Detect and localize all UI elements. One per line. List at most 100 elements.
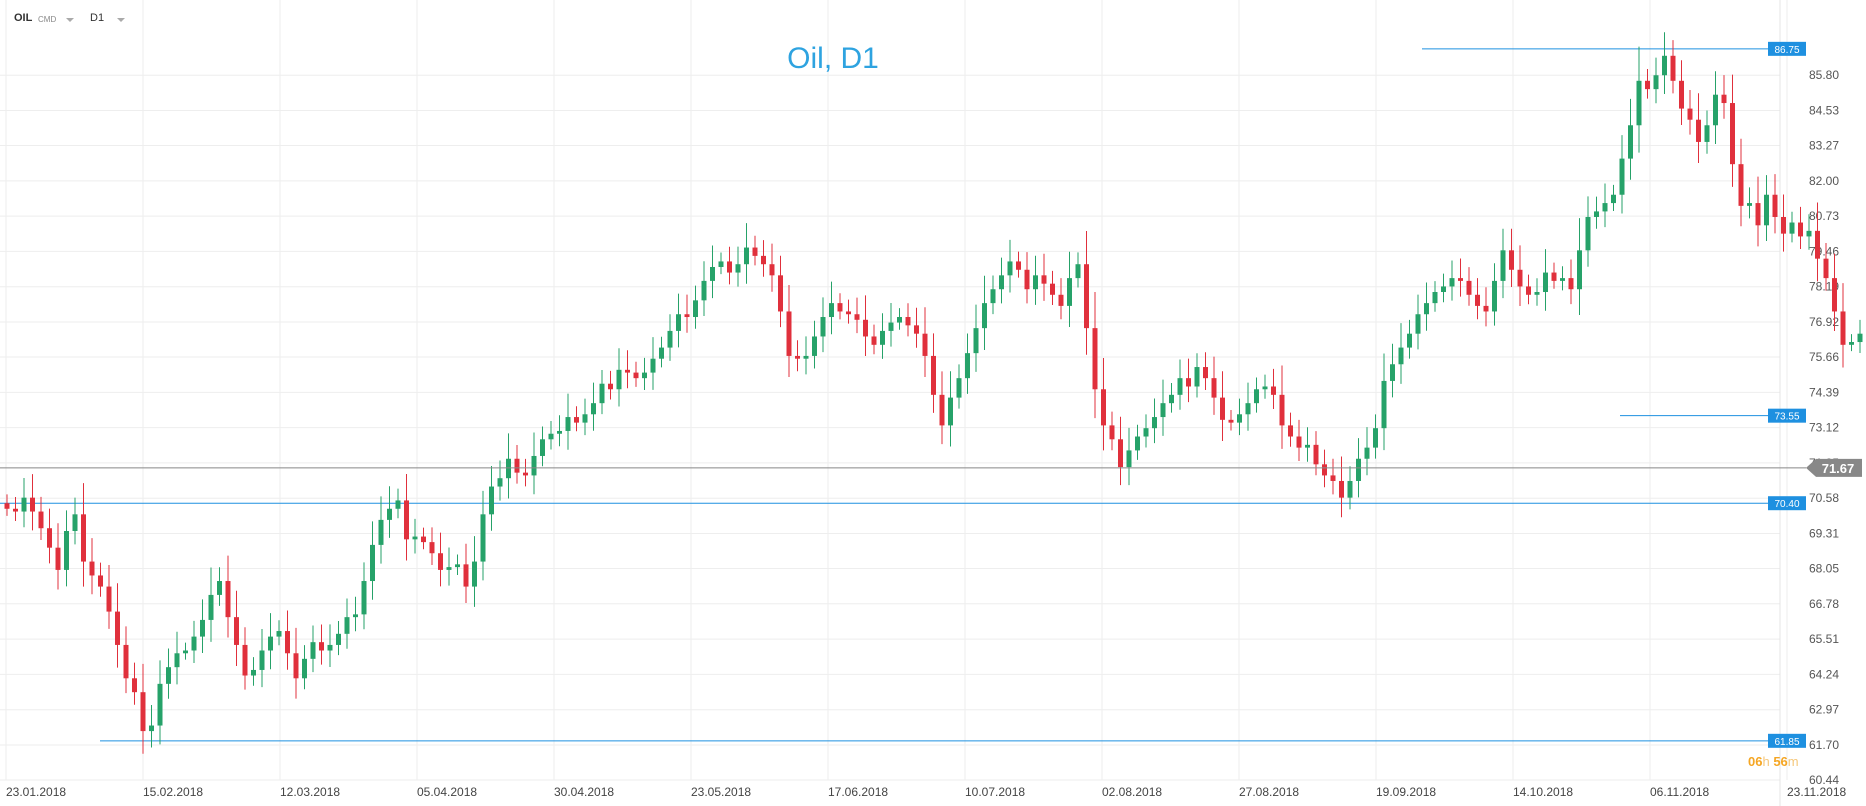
candle — [837, 293, 843, 320]
candle-body — [327, 644, 333, 651]
candle-body — [472, 561, 477, 587]
candle — [1611, 184, 1616, 211]
y-tick-label: 74.39 — [1809, 385, 1839, 399]
candle-body — [1458, 278, 1463, 281]
candle-body — [710, 266, 715, 281]
candle-body — [1398, 347, 1404, 365]
candle — [81, 483, 86, 587]
candle — [1415, 294, 1421, 350]
price-level[interactable]: 86.75 — [1422, 41, 1806, 56]
y-tick-label: 66.78 — [1809, 597, 1839, 611]
symbol-dropdown-caret-icon[interactable] — [66, 18, 74, 22]
candle — [710, 245, 715, 299]
price-level[interactable]: 61.85 — [100, 733, 1806, 748]
candle — [276, 620, 282, 646]
candle — [591, 382, 596, 431]
candle-body — [1220, 397, 1225, 420]
price-level[interactable]: 70.40 — [0, 496, 1806, 511]
candle-body — [412, 536, 418, 540]
candle — [30, 474, 35, 531]
candle — [1330, 458, 1336, 495]
candle-body — [1041, 275, 1047, 284]
timeframe-dropdown-caret-icon[interactable] — [117, 18, 125, 22]
candle — [1543, 249, 1548, 311]
candle — [727, 246, 732, 285]
candle-body — [1203, 367, 1208, 379]
candle-body — [1245, 403, 1251, 415]
candle-body — [225, 581, 231, 618]
candle-body — [735, 264, 741, 273]
candle — [1254, 377, 1259, 413]
y-tick-label: 62.97 — [1809, 703, 1839, 717]
x-tick-label: 17.06.2018 — [828, 785, 888, 799]
candle-body — [914, 325, 919, 334]
chart-title: Oil, D1 — [787, 42, 879, 75]
candle — [812, 320, 817, 369]
symbol-label[interactable]: OIL — [14, 12, 33, 24]
candle-body — [1296, 436, 1302, 448]
candle-body — [1330, 475, 1336, 481]
price-level-label: 70.40 — [1774, 499, 1799, 510]
candle-body — [1662, 55, 1667, 76]
candle — [4, 494, 10, 516]
candle-body — [1254, 389, 1259, 404]
candle — [769, 243, 775, 292]
candle — [463, 543, 469, 604]
y-tick-label: 76.92 — [1809, 315, 1839, 329]
candle-body — [47, 528, 52, 548]
candle-body — [217, 581, 222, 595]
candle — [1602, 183, 1608, 228]
candle — [1398, 323, 1404, 384]
candle — [1016, 251, 1021, 278]
x-tick-label: 12.03.2018 — [280, 785, 340, 799]
countdown-hours-unit: h — [1762, 754, 1770, 769]
candle-body — [1381, 380, 1387, 429]
candle-body — [1577, 250, 1582, 290]
y-tick-label: 61.70 — [1809, 738, 1839, 752]
candle-body — [1815, 230, 1820, 259]
timeframe-label[interactable]: D1 — [90, 12, 105, 24]
candle-body — [973, 328, 979, 354]
x-tick-label: 23.05.2018 — [691, 785, 751, 799]
candle-body — [1050, 283, 1055, 295]
candle-body — [1007, 261, 1013, 276]
candle-body — [1084, 264, 1089, 329]
countdown-minutes: 56 — [1773, 754, 1788, 769]
candle-body — [939, 394, 945, 426]
candle — [429, 527, 435, 566]
candle — [1645, 68, 1650, 99]
candle-body — [1415, 314, 1421, 334]
candle — [13, 496, 18, 521]
candle-body — [1798, 222, 1803, 237]
candle — [1840, 283, 1846, 368]
candle-body — [1186, 378, 1191, 387]
candle-body — [999, 275, 1004, 290]
candle — [752, 235, 758, 266]
candle — [1237, 398, 1242, 436]
candle-body — [591, 403, 596, 415]
candle-body — [353, 614, 358, 618]
candle-body — [319, 642, 324, 651]
candle-body — [242, 644, 248, 676]
price-level[interactable]: 73.55 — [1620, 408, 1806, 423]
candle-body — [251, 669, 256, 676]
candle — [1041, 253, 1047, 301]
candle-body — [1169, 394, 1174, 404]
countdown-minutes-unit: m — [1787, 754, 1799, 769]
candle — [319, 624, 324, 665]
candle-body — [786, 311, 792, 356]
candle — [871, 324, 877, 355]
candle-body — [191, 636, 197, 651]
candle — [1203, 352, 1208, 390]
candle — [1186, 358, 1191, 403]
candle — [965, 333, 970, 394]
horizontal-levels[interactable]: 86.75 73.55 70.40 61.85 — [0, 41, 1806, 748]
candle-body — [1738, 164, 1744, 206]
candle — [1109, 411, 1115, 451]
candle — [1007, 239, 1013, 293]
candle — [217, 567, 222, 606]
candle-body — [455, 564, 460, 568]
candle-body — [1560, 278, 1565, 281]
candle — [38, 496, 44, 541]
